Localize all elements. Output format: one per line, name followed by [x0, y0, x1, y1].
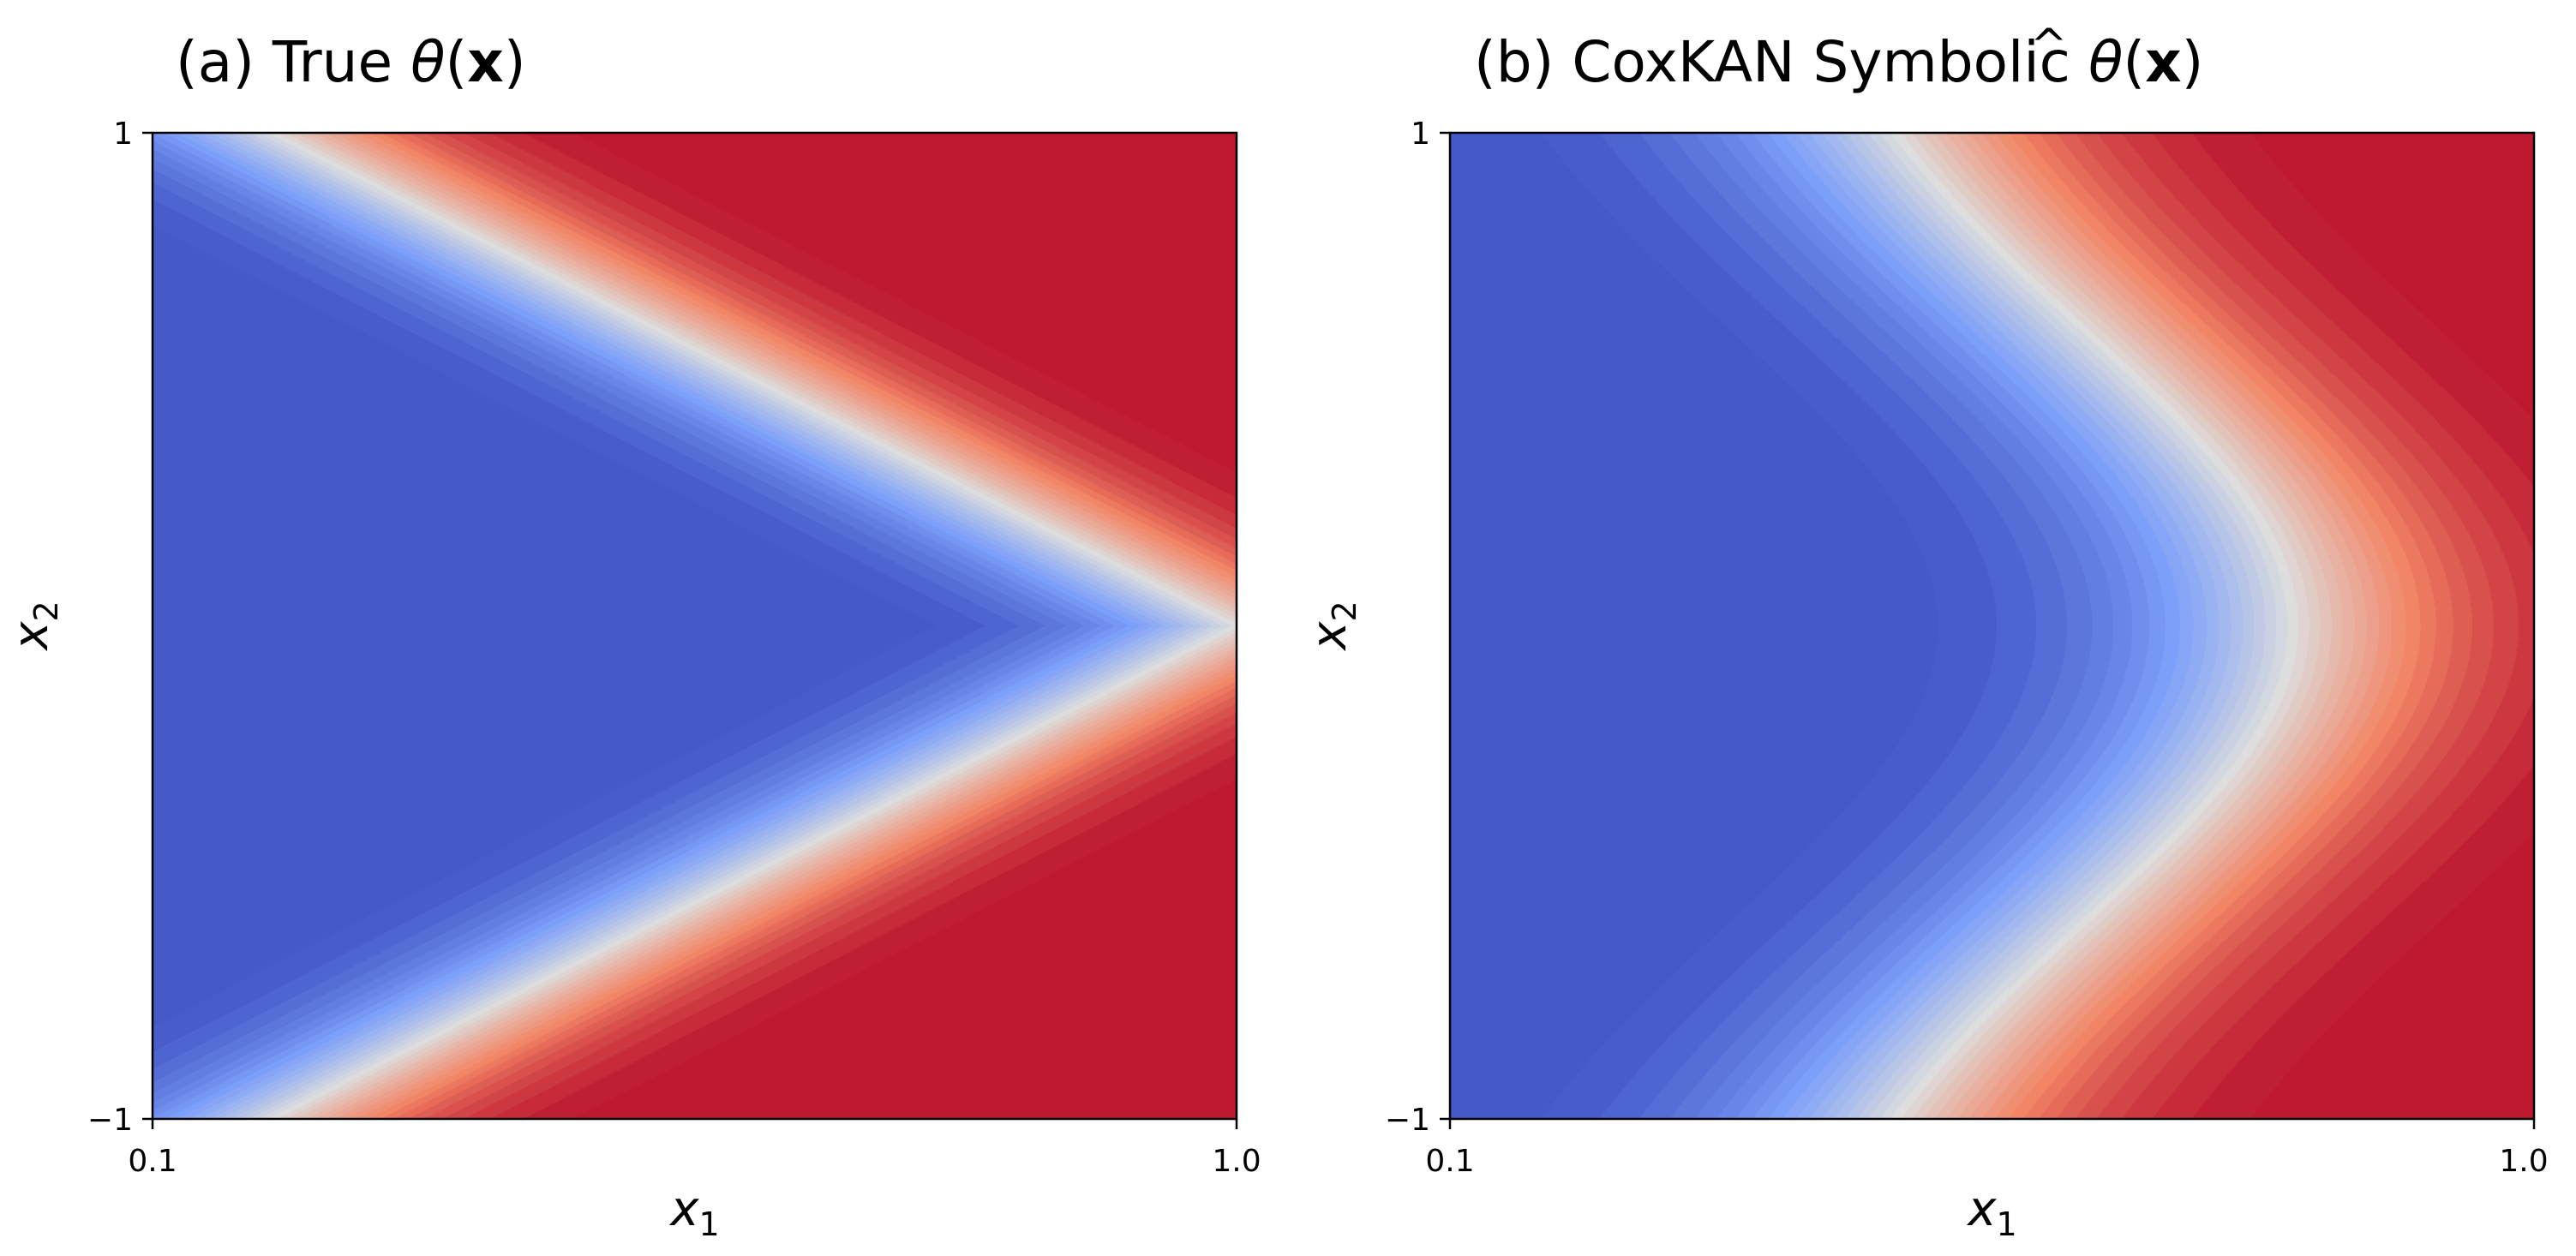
- panel-a-xlabel: x1: [668, 1181, 719, 1243]
- panel-b-xtick-label-right: 1.0: [2499, 1144, 2548, 1179]
- panel-a-ylabel: x2: [3, 601, 65, 651]
- panel-a-xtick-label-right: 1.0: [1212, 1144, 1261, 1179]
- panel-b-plot-area: [1450, 133, 2534, 1119]
- panel-a-frame: [151, 131, 1238, 1121]
- theta-hat-symbol: θ: [2088, 29, 2123, 95]
- panel-b-title-hat: ^: [2030, 20, 2068, 71]
- panel-a-heatmap: [153, 133, 1237, 1119]
- panel-a: (a) True θ(x) 1 −1 0.1 1.0 x1 x2: [3, 29, 1261, 1243]
- panel-b: (b) CoxKAN Symbolic θ(x) ^ 1 −1 0.1 1.0 …: [1302, 20, 2549, 1243]
- panel-b-xtick-label-left: 0.1: [1425, 1144, 1474, 1179]
- panel-a-title: (a) True θ(x): [176, 29, 526, 95]
- panel-b-ylabel: x2: [1302, 601, 1363, 651]
- panel-a-ytick-label-bottom: −1: [87, 1103, 133, 1138]
- panel-a-plot-area: [153, 133, 1237, 1119]
- panel-b-frame: [1448, 131, 2536, 1121]
- panel-a-xtick-label-left: 0.1: [128, 1144, 177, 1179]
- panel-b-xlabel: x1: [1966, 1181, 2016, 1243]
- panel-b-heatmap: [1450, 133, 2534, 1119]
- panel-b-ytick-label-top: 1: [1411, 117, 1430, 152]
- panel-b-title: (b) CoxKAN Symbolic θ(x): [1474, 29, 2203, 95]
- panel-a-ytick-label-top: 1: [113, 117, 133, 152]
- panel-b-ytick-label-bottom: −1: [1385, 1103, 1430, 1138]
